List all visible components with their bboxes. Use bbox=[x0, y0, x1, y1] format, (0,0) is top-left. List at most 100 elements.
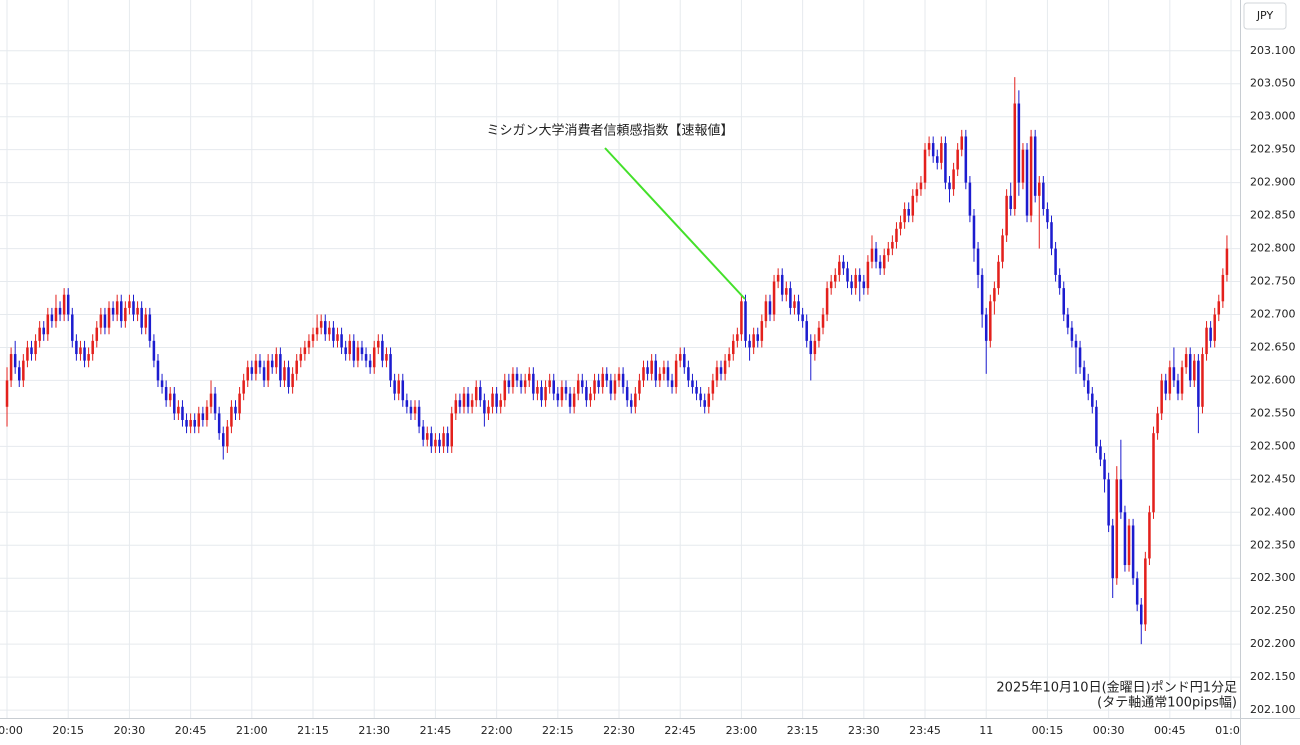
x-tick-label: 22:30 bbox=[603, 724, 635, 737]
candle-body bbox=[111, 307, 115, 315]
candle-body bbox=[385, 354, 388, 361]
candle-body bbox=[629, 400, 633, 407]
x-axis: 20:00 20:15 20:30 20:45 21:00 21:15 21:30 21:45… bbox=[0, 724, 1247, 737]
candle-body bbox=[1225, 248, 1229, 275]
candle-body bbox=[1172, 367, 1176, 381]
candle-body bbox=[213, 393, 217, 414]
candle-body bbox=[907, 209, 910, 216]
candle-body bbox=[409, 406, 413, 414]
candle-body bbox=[911, 195, 915, 216]
candle-body bbox=[984, 314, 988, 341]
candle-body bbox=[319, 321, 323, 328]
candle-body bbox=[866, 261, 870, 289]
candle-body bbox=[372, 347, 376, 368]
candle-body bbox=[140, 307, 143, 328]
y-tick-label: 202.450 bbox=[1250, 472, 1296, 485]
candle-body bbox=[193, 419, 196, 427]
candle-body bbox=[1046, 209, 1049, 223]
candle-body bbox=[972, 215, 976, 249]
candle-body bbox=[1135, 578, 1139, 605]
candle-body bbox=[940, 143, 943, 163]
candle-body bbox=[683, 354, 686, 368]
x-tick-label: 20:00 bbox=[0, 724, 23, 737]
x-tick-label: 21:15 bbox=[297, 724, 329, 737]
y-tick-label: 202.950 bbox=[1250, 143, 1296, 156]
candle-body bbox=[1058, 274, 1061, 289]
y-tick-label: 202.150 bbox=[1250, 670, 1296, 683]
candle-body bbox=[95, 327, 99, 341]
candle-body bbox=[1144, 558, 1147, 625]
candle-body bbox=[462, 393, 466, 407]
candle-body bbox=[258, 360, 262, 368]
candle-body bbox=[1103, 459, 1106, 480]
candle-body bbox=[1013, 103, 1017, 210]
y-tick-label: 203.000 bbox=[1250, 110, 1296, 123]
candle-body bbox=[707, 393, 711, 407]
candle-body bbox=[736, 334, 739, 341]
candle-body bbox=[1017, 103, 1021, 183]
candle-body bbox=[1001, 235, 1004, 262]
footnote: (タテ軸通常100pips幅) bbox=[1097, 696, 1237, 711]
currency-label: JPY bbox=[1256, 9, 1274, 22]
candle-body bbox=[487, 406, 490, 414]
candle-body bbox=[772, 281, 776, 315]
candle-body bbox=[1160, 380, 1163, 414]
candle-body bbox=[956, 149, 959, 170]
candle-body bbox=[581, 380, 584, 388]
y-axis: 202.100 202.150 202.200 202.250 202.300 202.3… bbox=[1250, 44, 1296, 716]
candle-body bbox=[71, 314, 74, 341]
candle-body bbox=[450, 413, 454, 447]
candle-body bbox=[1152, 433, 1155, 513]
candle-body bbox=[703, 400, 706, 407]
candle-body bbox=[254, 360, 258, 374]
candle-body bbox=[46, 314, 50, 335]
candle-body bbox=[377, 340, 380, 348]
candle-body bbox=[368, 360, 372, 368]
x-tick-label: 22:15 bbox=[542, 724, 574, 737]
y-tick-label: 202.600 bbox=[1250, 373, 1296, 386]
candle-body bbox=[38, 327, 41, 341]
candle-body bbox=[413, 406, 417, 414]
candle-body bbox=[491, 393, 494, 407]
candle-body bbox=[250, 367, 254, 374]
candle-body bbox=[279, 354, 282, 381]
candle-body bbox=[1213, 314, 1216, 341]
x-tick-label: 21:45 bbox=[420, 724, 452, 737]
y-tick-label: 202.650 bbox=[1250, 340, 1296, 353]
candle-body bbox=[805, 321, 808, 341]
candle-body bbox=[270, 360, 274, 368]
candle-body bbox=[303, 347, 307, 355]
candle-body bbox=[927, 143, 931, 150]
y-tick-label: 203.100 bbox=[1250, 44, 1296, 57]
candle-body bbox=[119, 301, 123, 322]
candle-body bbox=[670, 380, 674, 388]
candle-body bbox=[221, 433, 225, 447]
y-tick-label: 202.800 bbox=[1250, 242, 1296, 255]
candle-body bbox=[874, 248, 878, 262]
candle-body bbox=[173, 393, 176, 414]
candle-body bbox=[364, 354, 368, 361]
x-tick-label: 22:00 bbox=[481, 724, 513, 737]
x-tick-label: 00:15 bbox=[1032, 724, 1064, 737]
candle-body bbox=[148, 314, 152, 341]
candle-body bbox=[442, 433, 445, 447]
x-tick-label: 01:00 bbox=[1215, 724, 1247, 737]
candle-body bbox=[609, 380, 613, 394]
x-tick-label: 11 bbox=[979, 724, 993, 737]
candle-body bbox=[103, 314, 107, 328]
candle-body bbox=[1078, 347, 1082, 368]
candle-body bbox=[185, 419, 188, 427]
candle-body bbox=[809, 340, 813, 355]
candle-body bbox=[523, 380, 527, 388]
candle-body bbox=[1042, 182, 1045, 210]
x-tick-label: 23:15 bbox=[787, 724, 819, 737]
candle-body bbox=[1127, 525, 1131, 566]
y-tick-label: 202.900 bbox=[1250, 176, 1296, 189]
candle-body bbox=[205, 406, 209, 420]
candle-body bbox=[299, 354, 303, 361]
candle-body bbox=[813, 340, 817, 355]
candle-body bbox=[26, 347, 29, 361]
candle-body bbox=[976, 248, 980, 275]
candle-body bbox=[438, 439, 441, 447]
candle-body bbox=[209, 393, 213, 407]
